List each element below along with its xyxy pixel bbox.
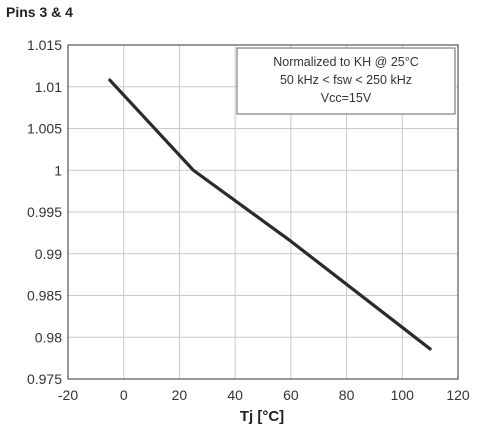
x-tick-label: 0	[120, 387, 128, 403]
series-line	[108, 78, 432, 351]
annotation-line-normalized: Normalized to KH @ 25°C	[273, 55, 419, 69]
x-axis-label: Tj [°C]	[240, 408, 284, 425]
y-tick-label: 0.975	[27, 371, 62, 387]
x-tick-label: 120	[446, 387, 470, 403]
annotation-line-frequency: 50 kHz < fsw < 250 kHz	[280, 73, 412, 87]
y-tick-label: 1.015	[27, 37, 62, 53]
y-tick-labels: 0.975 0.98 0.985 0.99 0.995 1 1.005 1.01 1.015	[27, 37, 62, 387]
x-tick-label: 100	[391, 387, 415, 403]
y-tick-label: 1.005	[27, 121, 62, 137]
x-tick-labels: -20 0 20 40 60 80 100 120	[58, 387, 470, 403]
x-tick-label: -20	[58, 387, 78, 403]
x-tick-label: 20	[172, 387, 188, 403]
y-tick-label: 0.995	[27, 204, 62, 220]
chart-title: Pins 3 & 4	[6, 4, 73, 20]
plot-frame	[67, 44, 459, 380]
annotation-line-vcc: Vcc=15V	[321, 91, 372, 105]
series-group	[108, 78, 432, 351]
x-tick-label: 40	[227, 387, 243, 403]
y-tick-label: 1.01	[35, 79, 62, 95]
annotation-box: Normalized to KH @ 25°C 50 kHz < fsw < 2…	[236, 47, 456, 115]
y-tick-label: 1	[54, 162, 62, 178]
annotation-frame	[236, 47, 456, 115]
y-tick-label: 0.98	[35, 329, 62, 345]
y-tick-label: 0.985	[27, 288, 62, 304]
x-tick-label: 80	[339, 387, 355, 403]
x-tick-label: 60	[283, 387, 299, 403]
y-tick-label: 0.99	[35, 246, 62, 262]
